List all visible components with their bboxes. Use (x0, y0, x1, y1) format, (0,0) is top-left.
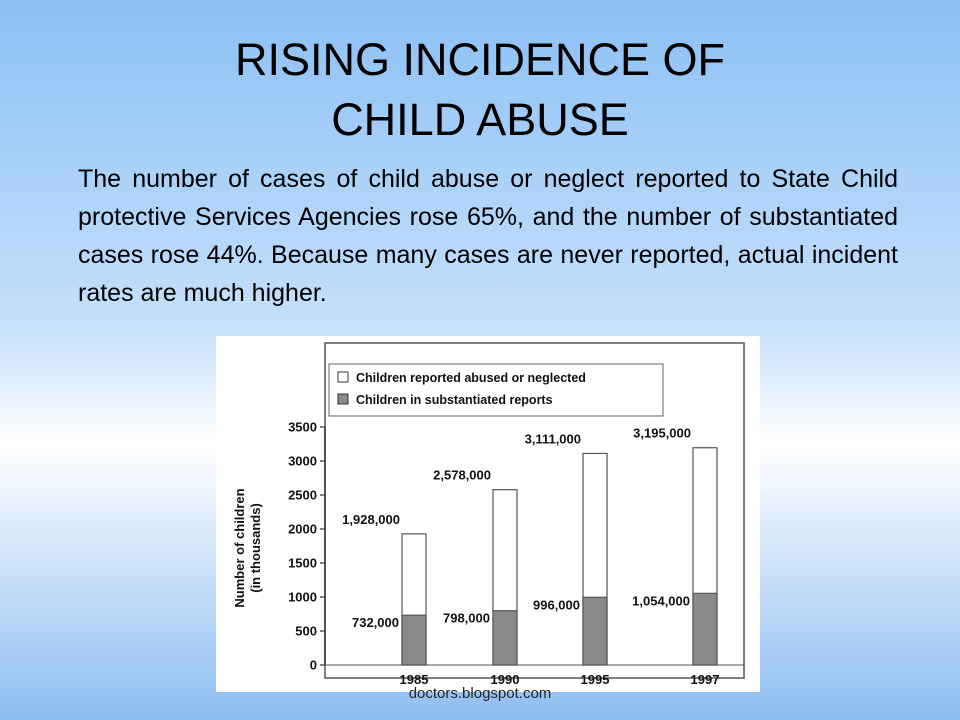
bar-substantiated (692, 592, 718, 666)
legend-entry: Children in substantiated reports (356, 393, 553, 407)
data-label-substantiated: 1,054,000 (632, 593, 690, 608)
slide-body-text: The number of cases of child abuse or ne… (78, 165, 898, 307)
legend-entry: Children reported abused or neglected (356, 371, 586, 385)
y-axis-title-units: (in thousands) (248, 503, 263, 593)
bar-substantiated (582, 596, 608, 666)
y-tick-label: 0 (310, 658, 317, 673)
y-tick-label: 1000 (288, 590, 317, 605)
y-tick-label: 3000 (288, 454, 317, 469)
bar-substantiated (401, 614, 427, 666)
data-label-substantiated: 798,000 (443, 611, 490, 626)
legend-swatch (337, 393, 349, 405)
y-tick-label: 500 (295, 624, 317, 639)
y-tick-label: 3500 (288, 420, 317, 435)
legend-box (328, 363, 664, 417)
y-tick-label: 2500 (288, 488, 317, 503)
data-label-substantiated: 732,000 (352, 615, 399, 630)
x-tick-label: 1990 (491, 672, 520, 687)
slide-title-line-1: RISING INCIDENCE OF (234, 34, 726, 85)
footer-source: doctors.blogspot.com (408, 685, 552, 702)
chart-panel: Children reported abused or neglected Chi… (216, 336, 760, 692)
data-label-reported: 1,928,000 (342, 512, 400, 527)
bar-chart: Children reported abused or neglected Chi… (232, 342, 745, 687)
legend-swatch (337, 371, 349, 383)
x-tick-label: 1997 (691, 672, 720, 687)
slide-title: RISING INCIDENCE OF CHILD ABUSE (0, 30, 960, 150)
x-tick-label: 1995 (581, 672, 610, 687)
data-label-reported: 2,578,000 (433, 468, 491, 483)
y-tick-label: 2000 (288, 522, 317, 537)
slide-title-line-2: CHILD ABUSE (331, 94, 629, 145)
data-label-reported: 3,195,000 (633, 426, 691, 441)
y-tick-label: 1500 (288, 556, 317, 571)
bar-substantiated (492, 610, 518, 666)
x-tick-label: 1985 (400, 672, 429, 687)
data-label-substantiated: 996,000 (533, 597, 580, 612)
data-label-reported: 3,111,000 (525, 431, 581, 446)
y-axis-title: Number of children (232, 488, 247, 607)
